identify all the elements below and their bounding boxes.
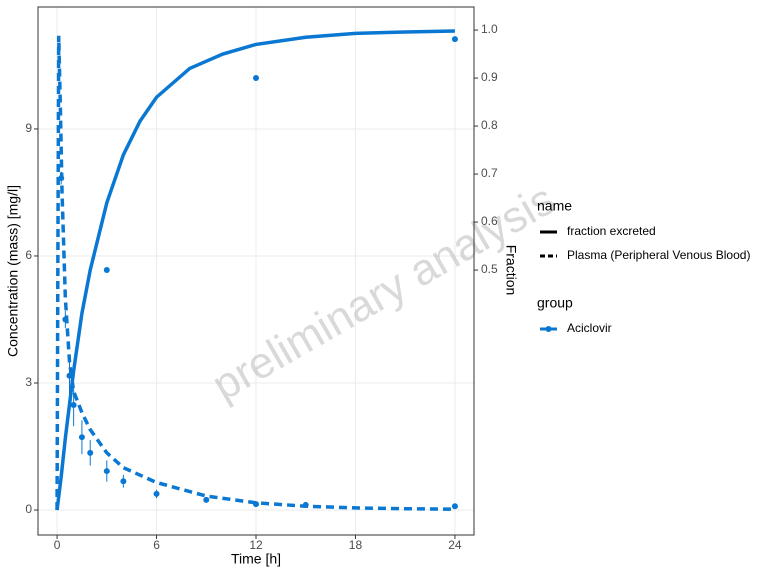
data-point [66, 372, 73, 379]
series-line [55, 29, 455, 511]
y2-tick-label: 1.0 [481, 22, 498, 36]
data-point [103, 267, 110, 274]
legend-title: group [537, 295, 573, 311]
legend-key [545, 326, 552, 332]
y2-tick-label: 0.6 [481, 214, 498, 228]
data-point [62, 316, 69, 323]
data-point [302, 501, 309, 508]
legend-label: Aciclovir [567, 321, 612, 335]
data-point [103, 468, 110, 475]
y2-tick-label: 0.8 [481, 118, 498, 132]
data-point [253, 75, 259, 82]
x-tick-label: 24 [448, 538, 462, 552]
data-point [70, 402, 77, 409]
x-axis-label: Time [h] [231, 551, 281, 567]
marks [55, 29, 458, 511]
data-point [120, 478, 127, 485]
legend: name group Aciclovir fraction excreted Pl… [537, 198, 750, 335]
legend-label: fraction excreted [567, 224, 656, 238]
y2-axis-label: Fraction [503, 245, 519, 296]
data-point [153, 490, 160, 497]
y-tick-label: 3 [25, 375, 32, 389]
legend-title: name [537, 198, 572, 214]
y-axis-label: Concentration (mass) [mg/l] [5, 185, 21, 357]
x-tick-label: 0 [54, 538, 61, 552]
data-point [58, 175, 65, 182]
y-tick-label: 9 [25, 121, 32, 135]
data-point [87, 449, 94, 456]
data-point [451, 503, 458, 510]
grid [38, 7, 474, 535]
y2-tick-label: 0.7 [481, 166, 498, 180]
x-tick-label: 18 [349, 538, 363, 552]
y2-tick-label: 0.9 [481, 70, 498, 84]
data-point [78, 434, 85, 441]
data-point [203, 496, 210, 503]
data-point [451, 36, 458, 43]
x-tick-label: 12 [249, 538, 263, 552]
y2-tick-label: 0.5 [481, 262, 498, 276]
data-point [253, 501, 259, 508]
legend-label: Plasma (Peripheral Venous Blood) [567, 248, 750, 262]
y-tick-label: 6 [25, 248, 32, 262]
y-tick-label: 0 [25, 502, 32, 516]
x-tick-label: 6 [153, 538, 160, 552]
